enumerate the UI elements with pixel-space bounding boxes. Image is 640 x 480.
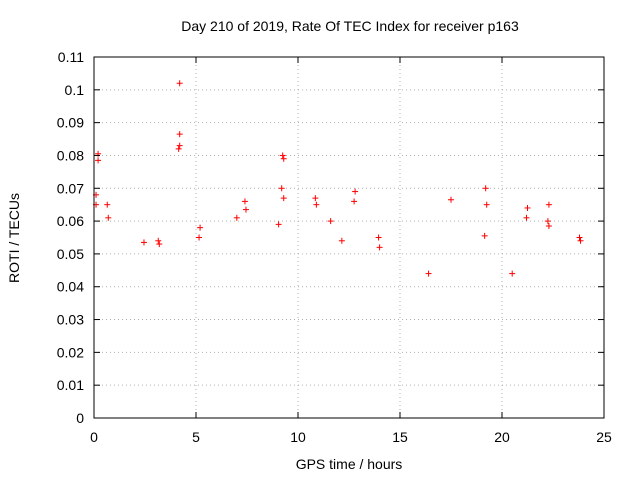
data-point [351, 198, 358, 205]
data-point [280, 155, 287, 162]
data-points [93, 80, 584, 277]
data-point [233, 214, 240, 221]
axis-ticks: 0 0.01 0.02 0.03 0.04 0.05 0.06 0.07 0.08 0.09 0.1… [57, 49, 612, 445]
data-point [278, 185, 285, 192]
data-point [196, 234, 203, 241]
data-point [156, 241, 163, 248]
data-point [338, 237, 345, 244]
data-point [545, 201, 552, 208]
data-point [104, 201, 111, 208]
data-point [482, 185, 489, 192]
data-point [425, 270, 432, 277]
y-tick-label: 0.11 [58, 49, 84, 65]
y-tick-label: 0 [76, 410, 84, 426]
data-point [105, 214, 112, 221]
data-point [312, 195, 319, 202]
y-tick-label: 0.01 [57, 377, 84, 393]
data-point [313, 201, 320, 208]
y-tick-label: 0.07 [57, 180, 84, 196]
y-tick-label: 0.02 [57, 344, 84, 360]
chart-title: Day 210 of 2019, Rate Of TEC Index for r… [181, 18, 519, 34]
data-point [242, 206, 249, 213]
data-point [197, 224, 204, 231]
y-tick-label: 0.09 [57, 115, 84, 131]
data-point [544, 218, 551, 225]
y-tick-label: 0.08 [57, 147, 84, 163]
data-point [275, 221, 282, 228]
data-point [140, 239, 147, 246]
plot-frame [93, 56, 605, 419]
data-point [523, 214, 530, 221]
data-point [175, 145, 182, 152]
data-point [176, 80, 183, 87]
grid-lines [94, 57, 604, 418]
data-point [509, 270, 516, 277]
x-tick-label: 15 [392, 429, 408, 445]
data-point [241, 198, 248, 205]
data-point [352, 188, 359, 195]
y-tick-label: 0.03 [57, 312, 84, 328]
data-point [376, 244, 383, 251]
data-point [176, 142, 183, 149]
x-axis-label: GPS time / hours [295, 456, 403, 472]
data-point [375, 234, 382, 241]
data-point [545, 223, 552, 230]
x-tick-label: 20 [494, 429, 510, 445]
data-point [176, 131, 183, 138]
data-point [448, 196, 454, 203]
x-tick-label: 5 [192, 429, 200, 445]
x-tick-label: 10 [290, 429, 306, 445]
y-tick-label: 0.1 [65, 82, 85, 98]
data-point [279, 152, 286, 159]
data-point [483, 201, 490, 208]
data-point [95, 157, 102, 164]
x-tick-label: 0 [90, 429, 98, 445]
data-point [327, 218, 334, 225]
data-point [280, 195, 287, 202]
data-point [481, 232, 488, 239]
x-tick-label: 25 [596, 429, 612, 445]
y-tick-label: 0.05 [57, 246, 84, 262]
data-point [155, 237, 162, 244]
data-point [524, 204, 531, 211]
y-axis-label: ROTI / TECUs [6, 193, 22, 283]
data-point [577, 237, 584, 244]
y-tick-label: 0.04 [57, 279, 84, 295]
y-tick-label: 0.06 [57, 213, 84, 229]
data-point [576, 234, 583, 241]
